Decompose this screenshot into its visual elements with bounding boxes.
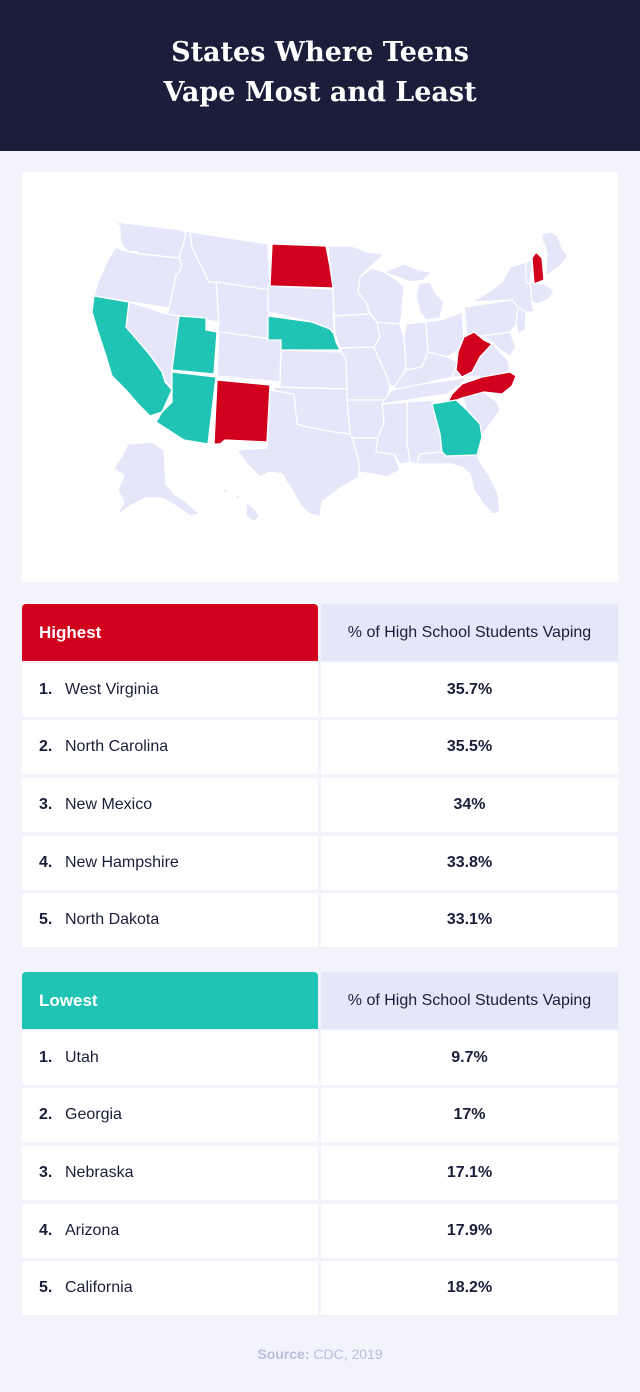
- state-cell: 4. New Hampshire: [22, 836, 318, 890]
- state-nebraska-highlight: [267, 315, 341, 351]
- title-line-1: States Where Teens: [171, 37, 469, 68]
- state-montana: [189, 231, 271, 291]
- state-new-hampshire-highlight: [531, 251, 545, 285]
- rank: 5.: [39, 911, 53, 928]
- state-wisconsin: [357, 267, 405, 325]
- state-name: New Hampshire: [65, 854, 179, 871]
- state-west-virginia-highlight: [455, 331, 493, 378]
- highest-table-header: Highest % of High School Students Vaping: [22, 604, 618, 661]
- source-note: Source: CDC, 2019: [0, 1346, 640, 1362]
- percent-value: 35.7%: [321, 663, 618, 717]
- state-arizona-highlight: [155, 371, 217, 445]
- rank: 3.: [39, 796, 53, 813]
- percent-value: 17.1%: [321, 1146, 618, 1200]
- percent-value: 17.9%: [321, 1204, 618, 1258]
- state-new-jersey: [515, 306, 527, 335]
- lowest-label: Lowest: [22, 972, 318, 1029]
- state-north-dakota-highlight: [269, 243, 334, 289]
- highest-column-header: % of High School Students Vaping: [321, 604, 618, 661]
- state-name: Arizona: [65, 1222, 120, 1239]
- state-name: Georgia: [65, 1106, 122, 1123]
- percent-value: 33.8%: [321, 836, 618, 890]
- state-new-england-south: [529, 281, 555, 305]
- state-name: North Carolina: [65, 738, 169, 755]
- us-map: [91, 221, 569, 523]
- state-maine: [541, 231, 569, 277]
- percent-value: 34%: [321, 778, 618, 832]
- state-cell: 2. North Carolina: [22, 720, 318, 774]
- state-california-highlight: [91, 295, 173, 417]
- state-hawaii: [221, 487, 261, 523]
- state-illinois: [373, 321, 407, 388]
- state-cell: 2. Georgia: [22, 1088, 318, 1142]
- table-row: 4. Arizona 17.9%: [22, 1204, 618, 1258]
- source-label: Source:: [257, 1346, 310, 1362]
- rank: 4.: [39, 854, 53, 871]
- percent-value: 17%: [321, 1088, 618, 1142]
- percent-value: 18.2%: [321, 1261, 618, 1315]
- table-row: 1. Utah 9.7%: [22, 1031, 618, 1085]
- state-north-carolina-highlight: [446, 371, 517, 405]
- table-row: 5. California 18.2%: [22, 1261, 618, 1315]
- rank: 2.: [39, 738, 53, 755]
- state-texas: [236, 389, 360, 518]
- state-new-mexico-highlight: [213, 379, 271, 445]
- table-row: 2. Georgia 17%: [22, 1088, 618, 1142]
- state-name: Utah: [65, 1049, 99, 1066]
- state-georgia-highlight: [431, 399, 483, 457]
- state-alaska: [113, 441, 201, 517]
- state-cell: 5. California: [22, 1261, 318, 1315]
- state-cell: 3. Nebraska: [22, 1146, 318, 1200]
- state-cell: 1. Utah: [22, 1031, 318, 1085]
- state-name: New Mexico: [65, 796, 153, 813]
- rank: 4.: [39, 1222, 53, 1239]
- rank: 1.: [39, 681, 53, 698]
- page-title: States Where Teens Vape Most and Least: [0, 33, 640, 113]
- state-name: Nebraska: [65, 1164, 134, 1181]
- rank: 3.: [39, 1164, 53, 1181]
- state-florida: [416, 451, 501, 515]
- lowest-table-header: Lowest % of High School Students Vaping: [22, 972, 618, 1029]
- rank: 5.: [39, 1279, 53, 1296]
- state-iowa: [333, 313, 381, 349]
- source-text: CDC, 2019: [313, 1346, 383, 1362]
- table-row: 3. Nebraska 17.1%: [22, 1146, 618, 1200]
- state-vermont: [525, 259, 533, 285]
- table-row: 5. North Dakota 33.1%: [22, 893, 618, 947]
- state-utah-highlight: [171, 315, 218, 375]
- title-banner: States Where Teens Vape Most and Least: [0, 0, 640, 151]
- state-name: North Dakota: [65, 911, 160, 928]
- percent-value: 9.7%: [321, 1031, 618, 1085]
- table-row: 4. New Hampshire 33.8%: [22, 836, 618, 890]
- table-row: 2. North Carolina 35.5%: [22, 720, 618, 774]
- state-wyoming: [215, 281, 271, 341]
- state-michigan: [383, 263, 445, 321]
- table-row: 1. West Virginia 35.7%: [22, 663, 618, 717]
- state-cell: 4. Arizona: [22, 1204, 318, 1258]
- state-pennsylvania: [463, 299, 519, 337]
- state-cell: 5. North Dakota: [22, 893, 318, 947]
- lowest-column-header: % of High School Students Vaping: [321, 972, 618, 1029]
- percent-value: 35.5%: [321, 720, 618, 774]
- table-row: 3. New Mexico 34%: [22, 778, 618, 832]
- state-name: West Virginia: [65, 681, 159, 698]
- highest-label: Highest: [22, 604, 318, 661]
- state-cell: 3. New Mexico: [22, 778, 318, 832]
- title-line-2: Vape Most and Least: [163, 77, 477, 108]
- us-map-card: [22, 172, 618, 582]
- percent-value: 33.1%: [321, 893, 618, 947]
- rank: 2.: [39, 1106, 53, 1123]
- rank: 1.: [39, 1049, 53, 1066]
- state-name: California: [65, 1279, 133, 1296]
- state-kansas: [279, 349, 348, 390]
- state-cell: 1. West Virginia: [22, 663, 318, 717]
